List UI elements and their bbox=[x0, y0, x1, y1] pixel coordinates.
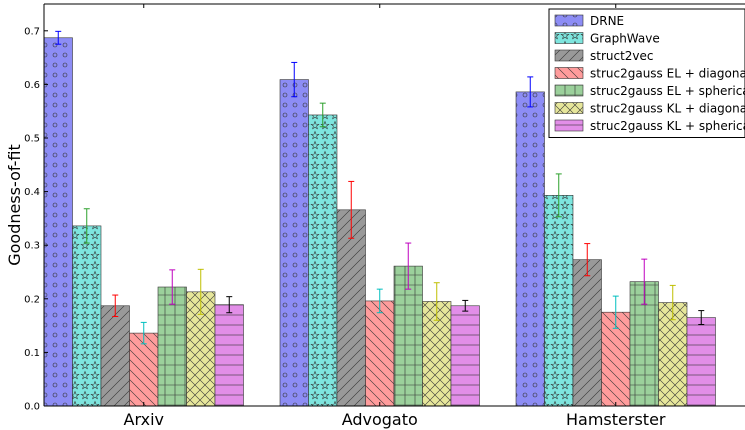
bar-struc2gauss-el-diagonal-advogato bbox=[365, 300, 395, 407]
bar-struct2vec-advogato bbox=[336, 209, 366, 407]
y-tick-label: 0.1 bbox=[24, 348, 40, 359]
x-tick-label: Hamsterster bbox=[566, 410, 666, 429]
bar-graphwave-arxiv bbox=[72, 225, 102, 407]
legend-label: struc2gauss KL + spherical bbox=[590, 119, 745, 133]
y-tick-label: 0.5 bbox=[24, 134, 40, 145]
bar-drne-advogato bbox=[279, 79, 309, 407]
legend-label: struc2gauss KL + diagonal bbox=[590, 102, 745, 116]
legend-label: DRNE bbox=[590, 14, 624, 28]
y-tick-label: 0.2 bbox=[24, 294, 40, 305]
bar-graphwave-hamsterster bbox=[544, 195, 574, 407]
y-axis-title: Goodness-of-fit bbox=[5, 144, 24, 266]
y-tick-label: 0.3 bbox=[24, 241, 40, 252]
legend-label: GraphWave bbox=[590, 32, 660, 46]
bar-struct2vec-hamsterster bbox=[572, 259, 602, 407]
bar-graphwave-advogato bbox=[308, 114, 338, 407]
x-tick-label: Advogato bbox=[342, 410, 418, 429]
legend-label: struct2vec bbox=[590, 49, 654, 63]
x-tick-label: Arxiv bbox=[124, 410, 164, 429]
axes: Arxiv Advogato Hamsterster 0.0 0.1 0.2 0.3 0.4 0… bbox=[5, 3, 745, 429]
bar-struc2gauss-kl-spherical-advogato bbox=[450, 305, 480, 407]
y-tick-label: 0.0 bbox=[24, 402, 40, 413]
bar-struct2vec-arxiv bbox=[100, 305, 130, 407]
legend-label: struc2gauss EL + spherical bbox=[590, 84, 745, 98]
bar-struc2gauss-kl-spherical-hamsterster bbox=[686, 317, 716, 407]
bar-drne-hamsterster bbox=[515, 91, 545, 407]
legend-swatch bbox=[554, 84, 584, 97]
bar-struc2gauss-el-spherical-arxiv bbox=[157, 286, 187, 407]
legend-swatch bbox=[554, 119, 584, 132]
legend-swatch bbox=[554, 32, 584, 44]
legend-swatch bbox=[554, 67, 584, 79]
bar-struc2gauss-el-diagonal-arxiv bbox=[129, 332, 159, 407]
bar-struc2gauss-kl-spherical-arxiv bbox=[214, 304, 244, 407]
legend-swatch bbox=[554, 49, 584, 62]
bar-drne-arxiv bbox=[43, 37, 73, 407]
y-tick-label: 0.7 bbox=[24, 26, 40, 37]
legend-label: struc2gauss EL + diagonal bbox=[590, 67, 745, 81]
y-tick-label: 0.6 bbox=[24, 80, 40, 91]
legend-swatch bbox=[554, 102, 584, 114]
error-bars bbox=[55, 30, 705, 345]
legend-swatch bbox=[554, 14, 584, 27]
legend: DRNE GraphWave struct2vec struc2gauss EL + … bbox=[548, 8, 745, 138]
y-tick-label: 0.4 bbox=[24, 187, 40, 198]
